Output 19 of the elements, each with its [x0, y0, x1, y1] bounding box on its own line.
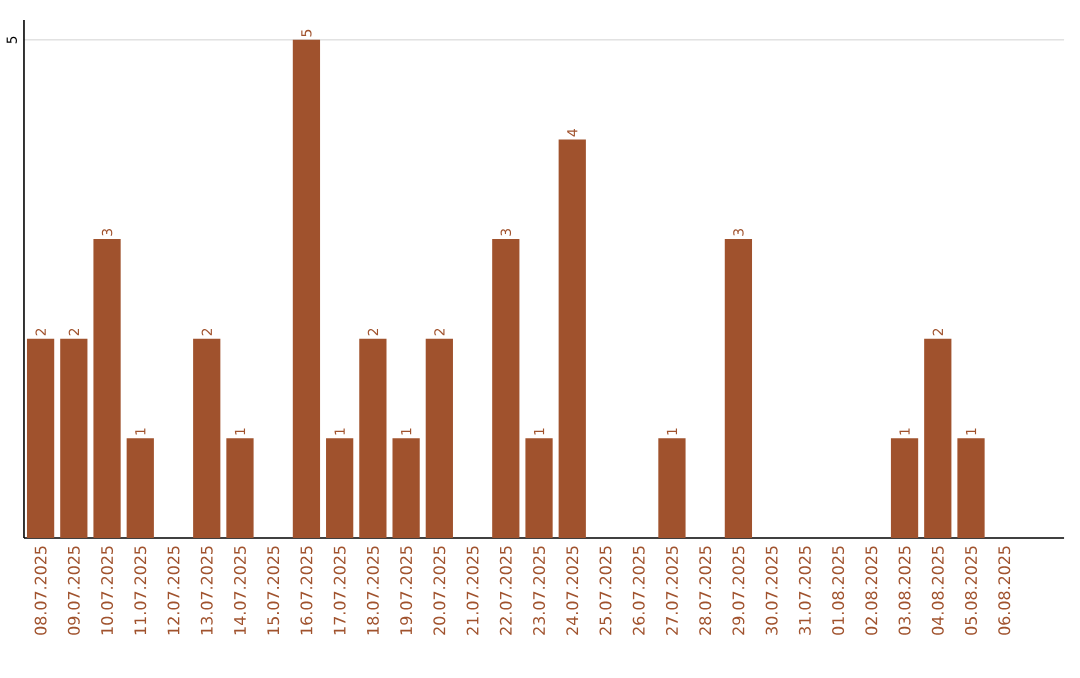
bar [724, 239, 753, 539]
bar [425, 339, 453, 539]
bar [193, 339, 221, 539]
bar [326, 438, 354, 539]
bar [93, 239, 121, 539]
bar [26, 339, 55, 539]
bar [890, 438, 919, 539]
bar [392, 438, 420, 539]
bar [492, 239, 520, 539]
bar [226, 438, 254, 539]
bar [126, 438, 154, 539]
bar [658, 438, 686, 539]
bar [924, 339, 952, 539]
bar [957, 438, 985, 539]
bar [359, 339, 387, 539]
bar [525, 438, 553, 539]
bar [558, 139, 586, 539]
bar [292, 40, 321, 539]
bar [60, 339, 88, 539]
